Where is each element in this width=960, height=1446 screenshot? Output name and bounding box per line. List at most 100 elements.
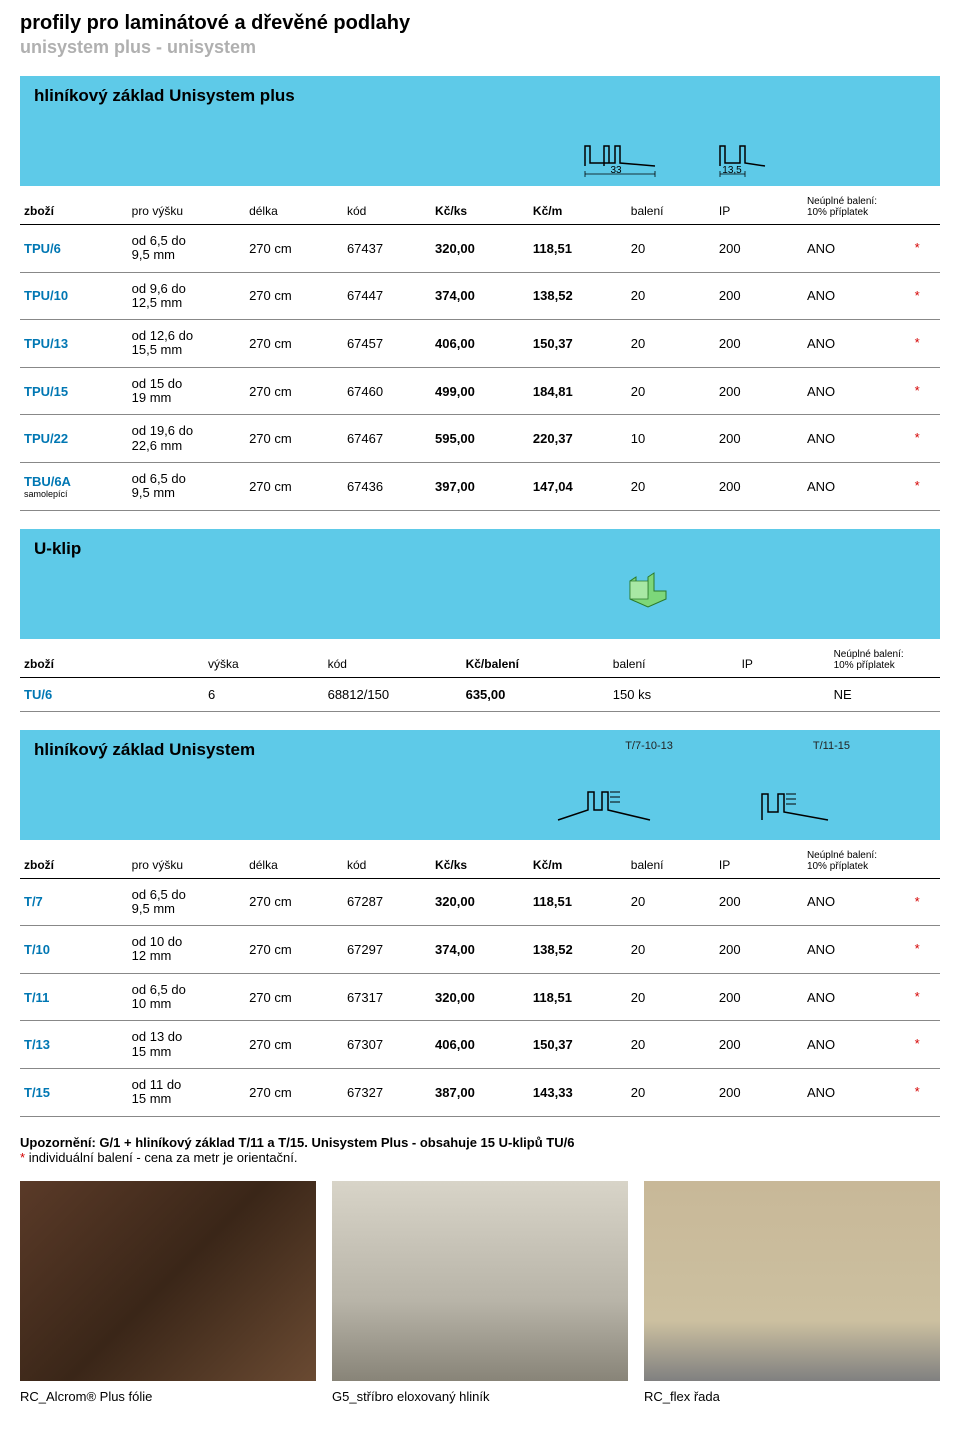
col-header: zboží: [20, 190, 128, 225]
cell-height: od 10 do12 mm: [128, 926, 245, 974]
cell: 270 cm: [245, 973, 343, 1021]
table-row: TPU/13od 12,6 do15,5 mm270 cm67457406,00…: [20, 320, 940, 368]
profile-diagram-33-icon: 33: [580, 128, 670, 178]
table-header-row: zboží pro výšku délka kód Kč/ks Kč/m bal…: [20, 190, 940, 225]
page-subtitle: unisystem plus - unisystem: [20, 37, 940, 58]
cell: 270 cm: [245, 320, 343, 368]
profile-diagram-t11-icon: [750, 782, 850, 832]
cell: 150,37: [529, 1021, 627, 1069]
cell: 20: [627, 973, 715, 1021]
cell: 200: [715, 1021, 803, 1069]
profile-diagrams: [550, 782, 850, 832]
cell: 220,37: [529, 415, 627, 463]
table-unisystem: zboží pro výšku délka kód Kč/ks Kč/m bal…: [20, 844, 940, 1117]
cell-height: od 19,6 do22,6 mm: [128, 415, 245, 463]
notice-bold: Upozornění: G/1 + hliníkový základ T/11 …: [20, 1135, 574, 1150]
cell-height: od 9,6 do12,5 mm: [128, 272, 245, 320]
cell-code: TPU/10: [20, 272, 128, 320]
photo-caption: G5_stříbro eloxovaný hliník: [332, 1389, 628, 1404]
cell: 150,37: [529, 320, 627, 368]
cell-code: TU/6: [20, 677, 204, 711]
section-band-uklip: U-klip: [20, 529, 940, 639]
cell: 270 cm: [245, 926, 343, 974]
table-row: T/13od 13 do15 mm270 cm67307406,00150,37…: [20, 1021, 940, 1069]
cell: 595,00: [431, 415, 529, 463]
cell: 67447: [343, 272, 431, 320]
cell: 68812/150: [324, 677, 462, 711]
cell: 374,00: [431, 272, 529, 320]
col-header: Kč/m: [529, 844, 627, 879]
cell: 20: [627, 320, 715, 368]
cell: 118,51: [529, 225, 627, 273]
star-icon: *: [911, 320, 940, 368]
col-header: Kč/ks: [431, 190, 529, 225]
cell: 320,00: [431, 973, 529, 1021]
section-title: hliníkový základ Unisystem plus: [34, 86, 295, 106]
cell: 118,51: [529, 878, 627, 926]
cell: 67317: [343, 973, 431, 1021]
cell-height: od 6,5 do10 mm: [128, 973, 245, 1021]
col-header: zboží: [20, 643, 204, 678]
cell: 6: [204, 677, 324, 711]
cell: 20: [627, 926, 715, 974]
table-row: TPU/10od 9,6 do12,5 mm270 cm67447374,001…: [20, 272, 940, 320]
cell: 67287: [343, 878, 431, 926]
star-icon: *: [911, 272, 940, 320]
cell: 20: [627, 1021, 715, 1069]
star-icon: *: [20, 1150, 25, 1165]
col-header: balení: [627, 190, 715, 225]
cell: ANO: [803, 225, 911, 273]
profile-diagram-t7-icon: [550, 782, 660, 832]
cell-height: od 6,5 do9,5 mm: [128, 225, 245, 273]
cell: 20: [627, 1068, 715, 1116]
cell: 67460: [343, 367, 431, 415]
cell: 20: [627, 462, 715, 510]
table-row: T/10od 10 do12 mm270 cm67297374,00138,52…: [20, 926, 940, 974]
diagram-labels: T/7-10-13 T/11-15: [625, 740, 850, 752]
profile-diagram-13-icon: 13,5: [710, 128, 780, 178]
cell: 635,00: [462, 677, 609, 711]
cell: 374,00: [431, 926, 529, 974]
cell: 270 cm: [245, 462, 343, 510]
col-header: Kč/m: [529, 190, 627, 225]
table-row: TPU/6od 6,5 do9,5 mm270 cm67437320,00118…: [20, 225, 940, 273]
table-header-row: zboží pro výšku délka kód Kč/ks Kč/m bal…: [20, 844, 940, 879]
cell: 10: [627, 415, 715, 463]
cell-height: od 6,5 do9,5 mm: [128, 878, 245, 926]
photo-caption: RC_flex řada: [644, 1389, 940, 1404]
cell: 200: [715, 320, 803, 368]
diagram-label: T/7-10-13: [625, 740, 673, 752]
cell: 320,00: [431, 225, 529, 273]
cell: 20: [627, 878, 715, 926]
cell: 184,81: [529, 367, 627, 415]
cell: 200: [715, 415, 803, 463]
section-title: U-klip: [34, 539, 81, 559]
section-title: hliníkový základ Unisystem: [34, 740, 255, 760]
col-header: IP: [715, 190, 803, 225]
cell: 20: [627, 367, 715, 415]
col-header: pro výšku: [128, 190, 245, 225]
cell-code: TBU/6Asamolepící: [20, 462, 128, 510]
cell: 67436: [343, 462, 431, 510]
cell: 270 cm: [245, 878, 343, 926]
profile-diagrams: 33 13,5: [580, 128, 780, 178]
cell: 143,33: [529, 1068, 627, 1116]
diagram-label: T/11-15: [813, 740, 850, 752]
cell: 118,51: [529, 973, 627, 1021]
star-icon: *: [911, 1021, 940, 1069]
star-icon: *: [911, 973, 940, 1021]
cell: 20: [627, 272, 715, 320]
svg-text:33: 33: [610, 165, 622, 176]
cell: 270 cm: [245, 415, 343, 463]
cell: ANO: [803, 272, 911, 320]
section-band-unisystem: hliníkový základ Unisystem T/7-10-13 T/1…: [20, 730, 940, 840]
table-row: TPU/15od 15 do19 mm270 cm67460499,00184,…: [20, 367, 940, 415]
cell-code: TPU/22: [20, 415, 128, 463]
cell: ANO: [803, 320, 911, 368]
cell: 387,00: [431, 1068, 529, 1116]
cell: ANO: [803, 1021, 911, 1069]
col-header: délka: [245, 844, 343, 879]
uklip-icon: [620, 569, 680, 619]
cell: 270 cm: [245, 367, 343, 415]
col-header: balení: [609, 643, 738, 678]
